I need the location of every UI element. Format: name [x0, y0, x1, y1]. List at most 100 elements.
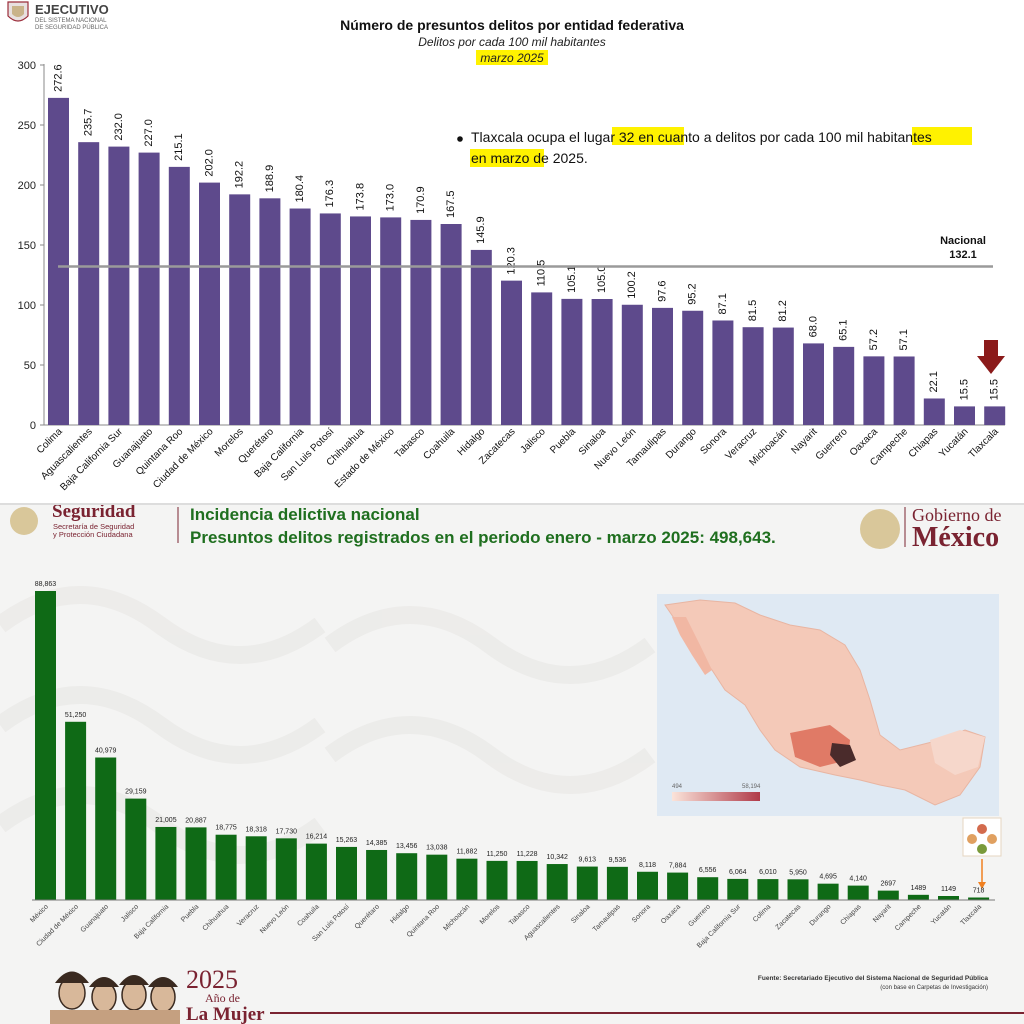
panel-divider [0, 503, 1024, 506]
bar-michoacan [772, 327, 794, 425]
category-label: Querétaro [354, 903, 381, 930]
value-label: 29,159 [125, 789, 147, 796]
value-label: 2697 [881, 881, 897, 888]
value-label: 8,118 [639, 862, 656, 869]
bar-sonora [637, 871, 658, 900]
bar-tamaulipas [606, 866, 628, 900]
value-label: 105.0 [596, 265, 608, 293]
category-label: Yucatán [930, 903, 953, 926]
highlight-1 [612, 127, 684, 145]
bar-yucatan [954, 406, 975, 425]
category-label: Tamaulipas [592, 903, 622, 933]
bar-tlaxcala [984, 406, 1006, 425]
y-tick-label: 0 [30, 420, 36, 432]
bar-durango [682, 310, 704, 425]
baja-peninsula [672, 617, 712, 675]
value-label: 167.5 [445, 190, 457, 218]
value-label: 18,775 [215, 825, 237, 832]
count-chart: Seguridad Secretaría de Seguridad y Prot… [0, 505, 1024, 1024]
value-label: 11,228 [517, 851, 538, 858]
bar-baja-california [155, 826, 177, 900]
bar-guerrero [697, 877, 719, 900]
chart-period: marzo 2025 [480, 51, 544, 65]
value-label: 68.0 [807, 316, 819, 337]
y-tick-label: 300 [18, 60, 36, 72]
bar-oaxaca [667, 872, 689, 900]
category-label: Durango [809, 903, 833, 927]
category-label: Oaxaca [660, 903, 682, 925]
seguridad-logo: Seguridad Secretaría de Seguridad y Prot… [10, 505, 136, 539]
value-label: 81.2 [777, 300, 789, 321]
value-label: 232.0 [113, 113, 125, 141]
bar-tabasco [410, 219, 432, 425]
bar-nayarit [877, 890, 899, 900]
category-label: Quintana Roo [406, 903, 442, 939]
category-label: Guerrero [814, 426, 850, 462]
bar-veracruz [742, 327, 764, 425]
eagle-emblem-icon [10, 507, 38, 535]
note-text: Tlaxcala ocupa el lugar 32 en cuanto a d… [457, 127, 972, 167]
bar-tlaxcala [968, 897, 990, 900]
value-label: 235.7 [83, 109, 95, 137]
seguridad-sub2: y Protección Ciudadana [53, 530, 133, 539]
y-ticks: 0 50 100 150 200 250 300 [18, 60, 44, 432]
value-label: 97.6 [656, 280, 668, 301]
value-label: 9,536 [609, 857, 627, 864]
value-label: 215.1 [173, 133, 185, 161]
category-label: Morelos [479, 903, 502, 926]
logo-sub2: DE SEGURIDAD PÚBLICA [35, 24, 108, 31]
logo-sub1: DEL SISTEMA NACIONAL [35, 18, 107, 24]
bar-nuevo-leon [621, 304, 643, 425]
value-label: 21,005 [155, 817, 177, 824]
mexico-landmass [664, 599, 986, 806]
category-label: Yucatán [937, 426, 970, 459]
category-label: Colima [752, 903, 772, 923]
chart-title: Número de presuntos delitos por entidad … [340, 17, 684, 33]
value-label: 22.1 [928, 371, 940, 392]
period-highlight [476, 50, 548, 65]
value-label: 4,140 [849, 876, 867, 883]
mexico-map: 494 58,194 [657, 594, 999, 816]
value-label: 81.5 [747, 300, 759, 321]
bar-nayarit [803, 343, 824, 425]
bar-jalisco [125, 798, 147, 900]
category-label: Guanajuato [80, 903, 111, 934]
y-tick-label: 150 [18, 240, 36, 252]
note-part-3: en cuanto a delitos por cada [634, 129, 818, 145]
highlight-2 [912, 127, 972, 145]
value-label: 57.2 [868, 329, 880, 350]
category-label: Tabasco [508, 903, 531, 926]
bar-zacatecas [787, 879, 809, 900]
mexico-wordmark: México [912, 522, 999, 553]
value-label: 272.6 [52, 64, 64, 92]
value-label: 188.9 [264, 165, 276, 193]
category-label: Jalisco [120, 903, 140, 923]
bar-chihuahua [350, 216, 371, 425]
y-tick-label: 100 [18, 300, 36, 312]
bar-durango [817, 883, 839, 900]
category-label: Sinaloa [570, 903, 592, 925]
tlaxcala-highlight [830, 743, 856, 767]
year-subtitle: Año de [205, 991, 240, 1005]
year-2025: 2025 [186, 965, 238, 994]
bar-ciudad-de-mexico [199, 182, 220, 425]
top-panel: EJECUTIVO DEL SISTEMA NACIONAL DE SEGURI… [0, 0, 1024, 505]
bar-guanajuato [95, 757, 117, 900]
y-tick-label: 200 [18, 180, 36, 192]
category-label: México [29, 903, 50, 924]
value-label: 1149 [941, 886, 956, 893]
category-label: Chiapas [907, 426, 941, 460]
category-label: Hidalgo [389, 903, 411, 925]
bar-colima [48, 97, 69, 425]
bar-oaxaca [863, 356, 885, 425]
value-label: 11,250 [487, 851, 508, 858]
highlight-3 [470, 149, 544, 167]
bar-queretaro [366, 849, 388, 900]
yucatan-region [930, 730, 985, 775]
category-label: Guerrero [687, 903, 712, 928]
category-label: Coahuila [296, 903, 321, 928]
bar-chihuahua [215, 834, 237, 900]
period-total-title: Presuntos delitos registrados en el peri… [190, 528, 776, 547]
value-label: 10,342 [546, 854, 568, 861]
